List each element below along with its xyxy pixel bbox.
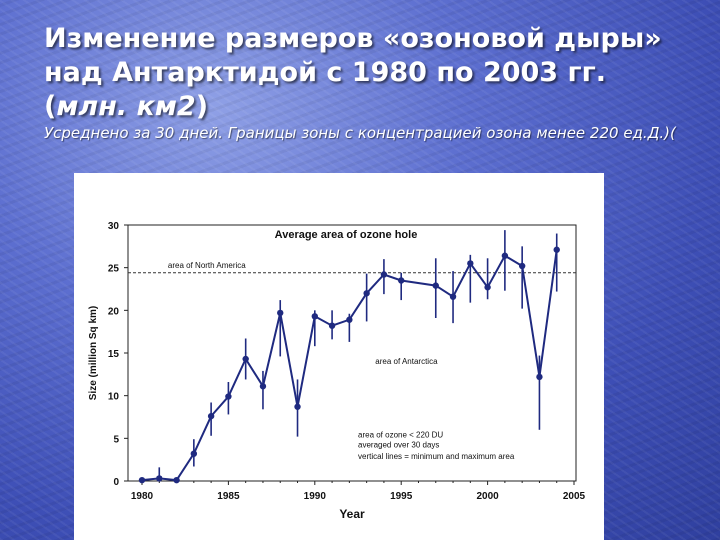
data-point xyxy=(190,450,198,457)
x-tick-label: 2000 xyxy=(476,491,499,502)
chart-panel: Average area of ozone hole Size (million… xyxy=(74,173,604,540)
ozone-chart: Average area of ozone hole Size (million… xyxy=(88,221,586,521)
title-close: ) xyxy=(195,91,209,122)
data-point xyxy=(398,277,405,284)
data-point xyxy=(501,252,509,259)
x-tick-label: 1990 xyxy=(304,491,327,502)
reference-line-label: area of North America xyxy=(168,261,246,270)
slide-title: Изменение размеров «озоновой дыры» над А… xyxy=(44,22,684,124)
x-tick-label: 1995 xyxy=(390,491,413,502)
y-tick-label: 15 xyxy=(108,349,120,360)
data-point xyxy=(484,284,491,291)
data-point xyxy=(536,373,543,381)
series-line-group xyxy=(141,249,558,482)
data-point xyxy=(346,316,353,323)
title-unit: млн. км2 xyxy=(56,91,196,122)
data-point xyxy=(277,309,284,317)
annotation-text: averaged over 30 days xyxy=(358,441,439,450)
x-axis-label: Year xyxy=(339,507,365,521)
annotation-text: area of Antarctica xyxy=(375,357,438,366)
data-point xyxy=(138,476,146,484)
data-point xyxy=(311,313,318,320)
data-point xyxy=(173,476,180,484)
data-point xyxy=(242,355,249,363)
data-point xyxy=(553,246,560,253)
annotation-text: area of ozone < 220 DU xyxy=(358,430,443,439)
data-point xyxy=(328,322,336,329)
slide-subtitle: Усреднено за 30 дней. Границы зоны с кон… xyxy=(44,124,676,142)
chart-title: Average area of ozone hole xyxy=(275,229,418,241)
data-point xyxy=(363,290,370,297)
y-tick-label: 25 xyxy=(108,264,120,275)
annotation-text: vertical lines = minimum and maximum are… xyxy=(358,452,515,461)
x-tick-label: 1985 xyxy=(217,491,240,502)
axis-ticks: 0 5 10 15 20 25 30 1980 1985 1990 1995 2000 2005 xyxy=(108,221,586,502)
data-point xyxy=(156,475,163,482)
data-point xyxy=(432,282,439,289)
data-point xyxy=(380,271,388,278)
data-point xyxy=(294,403,301,410)
x-tick-label: 2005 xyxy=(563,491,586,502)
data-point xyxy=(207,412,215,420)
data-point xyxy=(225,393,232,400)
data-point xyxy=(518,262,526,270)
title-main: Изменение размеров «озоновой дыры» над А… xyxy=(44,23,662,122)
series-line xyxy=(141,249,558,482)
y-tick-label: 10 xyxy=(108,392,120,403)
y-tick-label: 30 xyxy=(108,221,120,232)
data-point xyxy=(259,383,267,390)
y-axis-label: Size (million Sq km) xyxy=(88,306,99,400)
y-tick-label: 0 xyxy=(113,477,119,488)
reference-line-group: area of North America xyxy=(128,261,576,274)
y-tick-label: 5 xyxy=(113,434,119,445)
annotations-group: area of Antarctica area of ozone < 220 DU… xyxy=(358,357,515,461)
y-tick-label: 20 xyxy=(108,306,120,317)
data-point xyxy=(467,260,474,267)
data-point xyxy=(449,293,457,300)
x-tick-label: 1980 xyxy=(131,491,154,502)
data-points-group xyxy=(138,246,560,484)
